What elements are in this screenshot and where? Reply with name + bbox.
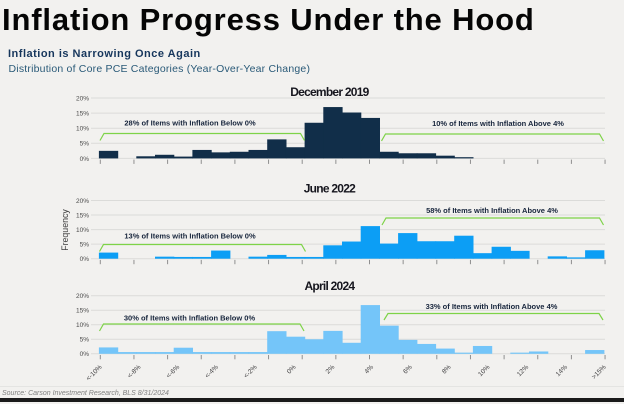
svg-text:0%: 0% bbox=[80, 256, 90, 263]
svg-text:0%: 0% bbox=[286, 364, 298, 376]
svg-text:0%: 0% bbox=[80, 156, 90, 163]
svg-text:8%: 8% bbox=[441, 364, 453, 376]
svg-text:28% of Items with Inflation Be: 28% of Items with Inflation Below 0% bbox=[124, 118, 256, 127]
svg-text:June 2022: June 2022 bbox=[304, 181, 356, 195]
svg-text:10%: 10% bbox=[477, 364, 491, 378]
svg-text:15%: 15% bbox=[76, 111, 89, 118]
svg-text:20%: 20% bbox=[76, 95, 89, 102]
svg-text:<-4%: <-4% bbox=[204, 364, 220, 380]
svg-text:10%: 10% bbox=[76, 322, 89, 329]
svg-text:4%: 4% bbox=[363, 364, 375, 376]
svg-text:13% of Items with Inflation Be: 13% of Items with Inflation Below 0% bbox=[124, 231, 256, 240]
svg-text:58% of Items with Inflation Ab: 58% of Items with Inflation Above 4% bbox=[426, 206, 558, 215]
svg-text:30% of Items with Inflation Be: 30% of Items with Inflation Below 0% bbox=[124, 313, 256, 322]
svg-text:>15%: >15% bbox=[591, 364, 608, 381]
svg-text:6%: 6% bbox=[402, 364, 414, 376]
svg-text:<-8%: <-8% bbox=[126, 364, 142, 380]
svg-text:20%: 20% bbox=[76, 293, 89, 300]
svg-text:December 2019: December 2019 bbox=[290, 85, 369, 99]
svg-text:12%: 12% bbox=[516, 364, 530, 378]
svg-text:<-6%: <-6% bbox=[165, 364, 181, 380]
svg-text:<-10%: <-10% bbox=[85, 364, 104, 383]
svg-text:33% of Items with Inflation Ab: 33% of Items with Inflation Above 4% bbox=[426, 302, 558, 311]
svg-text:2%: 2% bbox=[325, 364, 337, 376]
svg-text:10%: 10% bbox=[76, 227, 89, 234]
svg-text:April 2024: April 2024 bbox=[304, 279, 355, 293]
svg-text:5%: 5% bbox=[80, 141, 90, 148]
svg-text:<-2%: <-2% bbox=[243, 364, 259, 380]
svg-text:Frequency: Frequency bbox=[60, 209, 70, 251]
svg-text:0%: 0% bbox=[80, 351, 90, 358]
svg-text:20%: 20% bbox=[76, 198, 89, 205]
svg-text:5%: 5% bbox=[80, 337, 90, 344]
svg-text:15%: 15% bbox=[76, 308, 89, 315]
svg-text:10% of Items with Inflation Ab: 10% of Items with Inflation Above 4% bbox=[432, 119, 564, 128]
svg-text:10%: 10% bbox=[76, 126, 89, 133]
svg-text:14%: 14% bbox=[555, 364, 569, 378]
svg-text:5%: 5% bbox=[80, 242, 90, 249]
svg-text:15%: 15% bbox=[76, 212, 89, 219]
